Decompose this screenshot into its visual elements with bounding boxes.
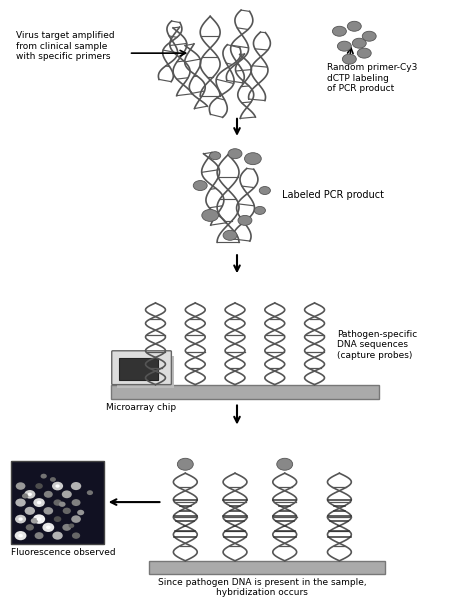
Ellipse shape	[210, 152, 221, 159]
Ellipse shape	[62, 490, 72, 498]
Ellipse shape	[245, 153, 261, 165]
Ellipse shape	[238, 215, 252, 225]
Bar	[148, 561, 385, 574]
Ellipse shape	[177, 458, 193, 470]
Text: Random primer-Cy3
dCTP labeling
of PCR product: Random primer-Cy3 dCTP labeling of PCR p…	[328, 63, 418, 93]
Ellipse shape	[71, 482, 81, 490]
Ellipse shape	[55, 484, 60, 488]
Ellipse shape	[63, 508, 71, 514]
Ellipse shape	[72, 533, 80, 539]
Ellipse shape	[44, 507, 53, 514]
Ellipse shape	[26, 524, 34, 531]
Ellipse shape	[71, 515, 81, 523]
Bar	[117, 356, 174, 388]
Ellipse shape	[27, 493, 32, 496]
Ellipse shape	[24, 490, 36, 499]
Ellipse shape	[87, 490, 93, 495]
Ellipse shape	[31, 518, 38, 524]
Text: Fluorescence observed: Fluorescence observed	[11, 548, 116, 557]
Ellipse shape	[277, 458, 292, 470]
Ellipse shape	[36, 518, 41, 521]
Ellipse shape	[41, 474, 47, 479]
Text: Pathogen-specific
DNA sequences
(capture probes): Pathogen-specific DNA sequences (capture…	[337, 330, 418, 360]
Ellipse shape	[347, 21, 361, 32]
Ellipse shape	[18, 518, 23, 521]
Ellipse shape	[54, 499, 62, 506]
Ellipse shape	[18, 534, 23, 538]
Ellipse shape	[33, 514, 45, 524]
Ellipse shape	[77, 510, 84, 515]
Ellipse shape	[16, 482, 26, 490]
Ellipse shape	[332, 26, 346, 36]
Ellipse shape	[337, 41, 351, 51]
Ellipse shape	[362, 32, 376, 41]
Ellipse shape	[15, 514, 26, 524]
Ellipse shape	[52, 531, 63, 540]
Ellipse shape	[193, 181, 207, 190]
Ellipse shape	[228, 148, 242, 159]
Bar	[111, 385, 379, 399]
Ellipse shape	[62, 524, 71, 531]
Ellipse shape	[15, 499, 26, 507]
Ellipse shape	[342, 54, 356, 64]
Ellipse shape	[42, 523, 54, 532]
Ellipse shape	[223, 230, 237, 241]
Ellipse shape	[72, 499, 81, 506]
Bar	[11, 461, 104, 544]
Ellipse shape	[15, 531, 27, 540]
Ellipse shape	[25, 507, 35, 515]
Ellipse shape	[54, 516, 61, 522]
Text: Microarray chip: Microarray chip	[106, 402, 176, 411]
Ellipse shape	[35, 532, 44, 539]
Ellipse shape	[59, 502, 65, 507]
Bar	[118, 358, 158, 379]
Ellipse shape	[69, 524, 74, 528]
Ellipse shape	[202, 210, 219, 221]
Ellipse shape	[357, 48, 371, 58]
Ellipse shape	[254, 207, 265, 215]
FancyBboxPatch shape	[112, 351, 172, 385]
Ellipse shape	[44, 491, 53, 498]
Text: Virus target amplified
from clinical sample
with specific primers: Virus target amplified from clinical sam…	[16, 32, 115, 61]
Ellipse shape	[33, 498, 45, 507]
Text: Labeled PCR product: Labeled PCR product	[282, 190, 384, 201]
Ellipse shape	[50, 477, 56, 482]
Ellipse shape	[35, 483, 43, 489]
Ellipse shape	[22, 493, 28, 499]
Ellipse shape	[352, 38, 366, 48]
Ellipse shape	[37, 501, 41, 504]
Ellipse shape	[46, 525, 51, 529]
Ellipse shape	[52, 482, 63, 490]
Text: Since pathogen DNA is present in the sample,
hybridization occurs: Since pathogen DNA is present in the sam…	[157, 578, 366, 597]
Ellipse shape	[259, 187, 270, 195]
